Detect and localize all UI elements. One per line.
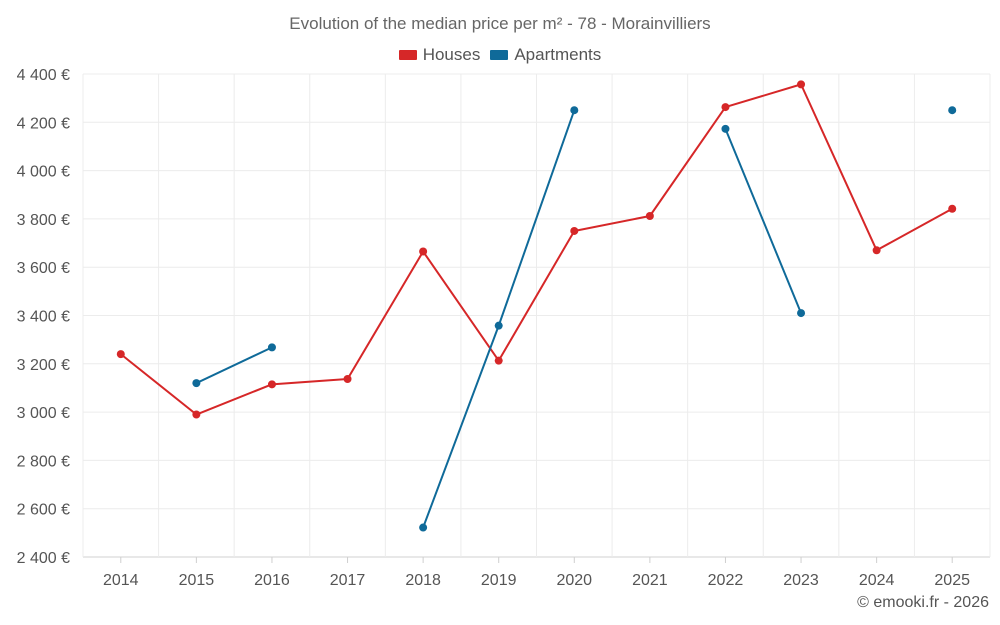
series-houses (116, 80, 957, 419)
x-tick-label: 2018 (405, 572, 441, 589)
x-tick-label: 2022 (708, 572, 744, 589)
y-tick-label: 2 400 € (17, 550, 70, 567)
data-point-houses-2021[interactable] (645, 212, 654, 221)
y-tick-label: 3 400 € (17, 309, 70, 326)
data-point-houses-2022[interactable] (721, 103, 730, 112)
data-point-apartments-2018[interactable] (419, 523, 428, 532)
axes: 2 400 € 2 600 € 2 800 € 3 000 € 3 200 € 3 400… (17, 67, 970, 589)
chart-title: Evolution of the median price per m² - 7… (289, 14, 711, 33)
x-tick-label: 2024 (859, 572, 895, 589)
legend-swatch-apartments (490, 50, 509, 60)
x-tick-label: 2020 (556, 572, 592, 589)
series-line-apartments (195, 346, 273, 385)
y-tick-label: 3 600 € (17, 260, 70, 277)
data-point-houses-2017[interactable] (343, 375, 352, 384)
series-apartments (192, 106, 957, 532)
y-tick-label: 4 000 € (17, 164, 70, 181)
data-point-apartments-2015[interactable] (192, 379, 201, 388)
data-point-apartments-2019[interactable] (494, 321, 503, 330)
data-point-houses-2019[interactable] (494, 356, 503, 365)
x-tick-label: 2019 (481, 572, 517, 589)
x-tick-label: 2023 (783, 572, 819, 589)
series-line-apartments (724, 128, 802, 314)
series-line-apartments (422, 109, 576, 528)
legend-label-apartments: Apartments (514, 45, 602, 64)
y-tick-label: 4 200 € (17, 115, 70, 132)
y-tick-label: 3 800 € (17, 212, 70, 229)
grid (82, 73, 991, 558)
legend-item-houses[interactable]: Houses (398, 45, 481, 65)
x-tick-label: 2021 (632, 572, 668, 589)
data-point-apartments-2025[interactable] (948, 106, 957, 115)
y-tick-label: 4 400 € (17, 67, 70, 84)
y-tick-label: 3 200 € (17, 357, 70, 374)
data-point-apartments-2023[interactable] (797, 309, 806, 318)
data-point-houses-2023[interactable] (797, 80, 806, 89)
legend-item-apartments[interactable]: Apartments (490, 45, 601, 65)
data-point-apartments-2020[interactable] (570, 106, 579, 115)
data-point-houses-2024[interactable] (872, 246, 881, 255)
data-point-apartments-2016[interactable] (267, 343, 276, 352)
x-tick-label: 2014 (103, 572, 139, 589)
x-tick-label: 2015 (179, 572, 215, 589)
legend-swatch-houses (398, 50, 417, 60)
series (116, 80, 957, 532)
data-point-houses-2015[interactable] (192, 410, 201, 419)
data-point-houses-2025[interactable] (948, 204, 957, 213)
y-tick-label: 2 800 € (17, 453, 70, 470)
x-tick-label: 2016 (254, 572, 290, 589)
x-tick-label: 2025 (934, 572, 970, 589)
legend: Houses Apartments (0, 45, 1000, 65)
series-line-houses (120, 83, 953, 416)
copyright-text: © emooki.fr - 2026 (857, 594, 989, 611)
y-tick-label: 3 000 € (17, 405, 70, 422)
data-point-houses-2020[interactable] (570, 226, 579, 235)
legend-label-houses: Houses (422, 45, 481, 64)
data-point-houses-2018[interactable] (419, 247, 428, 256)
data-point-apartments-2022[interactable] (721, 124, 730, 133)
data-point-houses-2014[interactable] (116, 350, 125, 359)
data-point-houses-2016[interactable] (267, 380, 276, 389)
x-tick-label: 2017 (330, 572, 366, 589)
y-tick-label: 2 600 € (17, 502, 70, 519)
